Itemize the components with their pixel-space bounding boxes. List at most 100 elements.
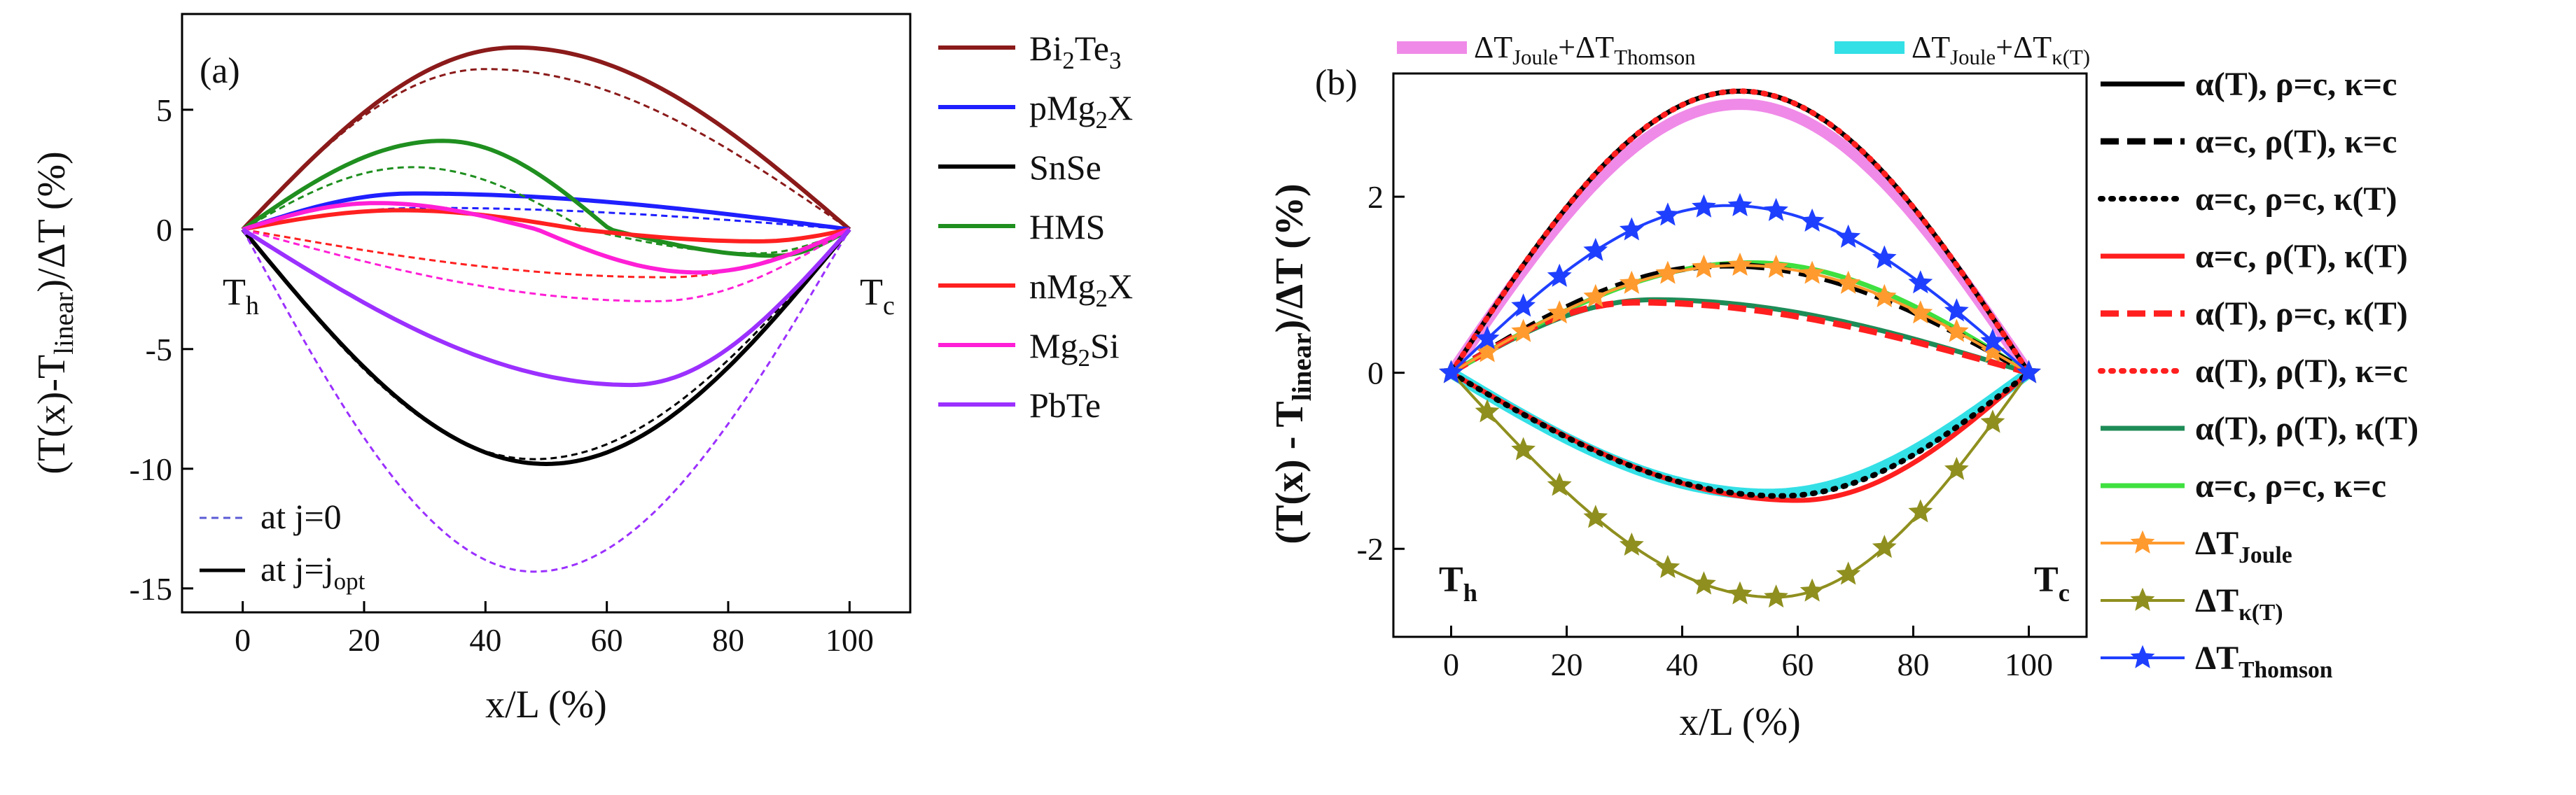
legend-label-t-thomson: ΔTThomson — [2195, 640, 2333, 683]
curve-pmg2x-j0 — [242, 206, 850, 231]
panel-a-xtick-label: 20 — [348, 622, 380, 658]
panel-a-curves — [241, 45, 851, 573]
panel-b-xtick-label: 0 — [1443, 647, 1459, 682]
panel-a-hot-end-label: Th — [223, 271, 259, 321]
legend-label-t-t-t: α(T), ρ(T), κ(T) — [2195, 410, 2418, 447]
panel-b-hot-end-label: Th — [1439, 560, 1477, 607]
panel-a-xtick-label: 100 — [826, 622, 874, 658]
curve-t-t-c-dotted — [1448, 88, 2032, 376]
marker-t-joule — [1799, 260, 1825, 284]
marker-t-joule — [1764, 254, 1788, 278]
marker-t-t — [1836, 561, 1861, 585]
legend-label-t-joule: ΔTJoule — [2195, 525, 2292, 568]
legend-label-t-c-t: α(T), ρ=c, κ(T) — [2195, 295, 2408, 332]
legend-label-pbte: PbTe — [1029, 386, 1101, 425]
panel-b-xtick-label: 80 — [1898, 647, 1930, 682]
marker-t-t — [1692, 571, 1716, 595]
marker-t-t — [1980, 409, 2005, 433]
panel-a-ytick-label: -15 — [130, 571, 172, 607]
curve-mg2si-jopt — [242, 201, 851, 275]
legend-marker-t-t — [2130, 587, 2155, 611]
curve-pmg2x-jopt — [242, 191, 850, 232]
marker-t-joule — [1872, 283, 1897, 307]
top-legend-joule-thomson-label: ΔTJoule+ΔTThomson — [1474, 30, 1696, 69]
panel-a-plot-frame — [181, 13, 912, 614]
legend-label-t-t-c: α(T), ρ(T), κ=c — [2195, 353, 2408, 390]
marker-t-thomson — [1619, 217, 1644, 241]
curve-t-c-t-dashed — [1449, 299, 2030, 377]
marker-t-joule — [1908, 300, 1933, 324]
curve-t-joule-t-t-thick — [1448, 367, 2033, 500]
marker-t-joule — [1944, 318, 1969, 342]
marker-t-thomson — [2017, 360, 2041, 384]
marker-t-joule — [1727, 252, 1753, 276]
panel-a-xtick-label: 60 — [591, 622, 623, 658]
panel-a-ytick-label: -5 — [146, 332, 172, 367]
panel-a-axes: 0 20 40 60 80 100 5 0 -5 -10 -15 — [130, 92, 874, 658]
panel-a-xtick-label: 80 — [712, 622, 744, 658]
legend-label-hms: HMS — [1029, 207, 1105, 246]
panel-a-cold-end-label: Tc — [860, 271, 895, 321]
curve-t-t-star — [1450, 372, 2031, 599]
marker-t-thomson — [1764, 197, 1788, 221]
panel-b-curves — [1439, 88, 2041, 608]
panel-b-ytick-label: -2 — [1357, 531, 1384, 567]
legend-label-nmg2x: nMg2X — [1029, 267, 1133, 312]
marker-t-thomson — [1799, 208, 1825, 232]
legend-marker-t-thomson — [2130, 645, 2155, 668]
legend-label-c-t-c: α=c, ρ(T), κ=c — [2195, 123, 2397, 160]
legend-style-solid-label: at j=jopt — [260, 549, 365, 595]
panel-a-ytick-label: -10 — [130, 451, 172, 487]
panel-b-label: (b) — [1315, 63, 1358, 103]
curve-snse-j0 — [242, 228, 851, 460]
marker-t-thomson — [1547, 263, 1572, 287]
marker-t-t — [1764, 584, 1788, 608]
marker-t-t — [1908, 499, 1933, 523]
panel-b-ytick-label: 2 — [1367, 179, 1384, 215]
panel-b-xtick-label: 40 — [1666, 647, 1699, 682]
marker-t-t — [1583, 505, 1608, 528]
marker-t-joule — [1583, 283, 1608, 307]
legend-label-pmg2x: pMg2X — [1029, 88, 1133, 134]
curve-mg2si-j0 — [242, 228, 851, 302]
curve-t-c-c-solid — [1449, 88, 2031, 374]
marker-t-thomson — [1727, 192, 1753, 216]
panel-a-label: (a) — [200, 51, 240, 91]
marker-t-t — [1727, 581, 1753, 605]
panel-a-ytick-label: 5 — [156, 92, 172, 128]
panel-a-legend: Bi2Te3 pMg2X SnSe HMS nMg2X Mg2Si PbTe — [938, 29, 1133, 425]
curve-t-joule-t-thomson-thick — [1446, 98, 2034, 377]
marker-t-joule — [1547, 300, 1572, 324]
marker-t-thomson — [1439, 360, 1463, 384]
curve-c-t-c-dashed — [1449, 262, 2031, 376]
marker-t-thomson — [1655, 202, 1680, 226]
panel-b-xtick-label: 60 — [1782, 647, 1814, 682]
marker-t-t — [1799, 578, 1825, 602]
panel-a-xtick-label: 0 — [235, 622, 251, 658]
marker-t-thomson — [1583, 237, 1608, 262]
legend-label-t-t: ΔTκ(T) — [2195, 582, 2283, 626]
marker-t-thomson — [1980, 328, 2005, 352]
curve-pbte-jopt — [242, 227, 851, 388]
panel-b-cold-end-label: Tc — [2034, 560, 2070, 607]
marker-t-joule — [1619, 270, 1644, 294]
marker-t-thomson — [1908, 270, 1933, 294]
panel-b-xtick-label: 20 — [1551, 647, 1583, 682]
curve-bi2te3-jopt — [241, 45, 851, 232]
marker-t-thomson — [1872, 245, 1897, 269]
legend-label-mg2si: Mg2Si — [1029, 326, 1120, 372]
curve-c-c-t-dotted — [1448, 370, 2032, 499]
marker-t-t — [1547, 472, 1572, 496]
marker-t-t — [1944, 456, 1969, 480]
legend-marker-t-joule — [2130, 530, 2155, 554]
panel-a-xlabel: x/L (%) — [485, 683, 607, 726]
panel-a-ylabel: (T(x)-Tlinear)/ΔT (%) — [30, 151, 79, 474]
panel-b-xlabel: x/L (%) — [1679, 701, 1801, 744]
legend-label-snse: SnSe — [1029, 148, 1101, 187]
panel-b-plot-frame — [1392, 72, 2088, 638]
curve-c-c-c-solid — [1449, 260, 2031, 375]
marker-t-thomson — [1475, 325, 1500, 349]
